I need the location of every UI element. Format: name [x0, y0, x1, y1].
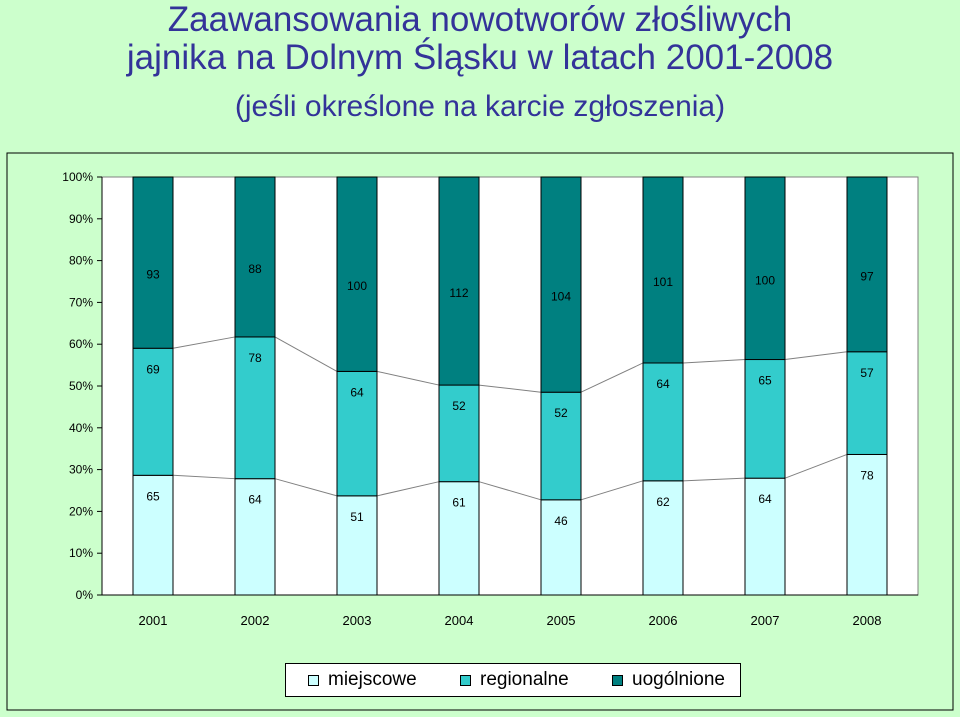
bar-miejscowe-2001: [132, 474, 174, 596]
data-label-regionalne-2004: 52: [452, 399, 466, 413]
y-tick-label: 100%: [62, 170, 93, 184]
bar-miejscowe-2005: [540, 499, 582, 596]
data-label-miejscowe-2002: 64: [248, 493, 262, 507]
bar-regionalne-2001: [132, 347, 174, 476]
bar-regionalne-2008: [846, 351, 888, 455]
x-tick-label: 2006: [649, 613, 678, 628]
x-tick-label: 2004: [445, 613, 474, 628]
bar-uogolnione-2003: [336, 176, 378, 372]
bar-regionalne-2006: [642, 362, 684, 482]
chart-title: Zaawansowania nowotworów złośliwych jajn…: [0, 0, 960, 140]
data-label-regionalne-2006: 64: [656, 377, 670, 391]
x-tick-label: 2005: [547, 613, 576, 628]
data-label-miejscowe-2006: 62: [656, 495, 670, 509]
bar-regionalne-2004: [438, 384, 480, 483]
y-tick-label: 60%: [69, 337, 93, 351]
y-tick-label: 0%: [76, 588, 94, 602]
bar-miejscowe-2008: [846, 453, 888, 596]
series-line-regionalne: [682, 359, 746, 364]
data-label-miejscowe-2003: 51: [350, 510, 364, 524]
series-line-regionalne: [478, 384, 542, 393]
series-line-miejscowe: [172, 474, 236, 480]
bar-uogolnione-2006: [642, 176, 684, 364]
series-line-miejscowe: [682, 477, 746, 482]
bar-uogolnione-2007: [744, 176, 786, 361]
y-tick-label: 80%: [69, 254, 93, 268]
series-line-miejscowe: [376, 481, 440, 497]
data-label-miejscowe-2004: 61: [452, 496, 466, 510]
y-tick-label: 90%: [69, 212, 93, 226]
series-line-regionalne: [784, 351, 848, 361]
data-label-uogolnione-2002: 88: [248, 262, 262, 276]
x-tick-label: 2002: [241, 613, 270, 628]
bar-uogolnione-2004: [438, 176, 480, 386]
data-label-miejscowe-2007: 64: [758, 492, 772, 506]
y-tick-label: 50%: [69, 379, 93, 393]
chart-subtitle: (jeśli określone na karcie zgłoszenia): [234, 90, 726, 123]
y-tick-label: 10%: [69, 546, 93, 560]
data-label-regionalne-2007: 65: [758, 374, 772, 388]
data-label-uogolnione-2004: 112: [449, 286, 468, 300]
x-tick-label: 2003: [343, 613, 372, 628]
series-line-miejscowe: [580, 480, 644, 501]
legend-label-miejscowe: miejscowe: [328, 669, 417, 690]
bar-regionalne-2002: [234, 336, 276, 480]
bar-miejscowe-2004: [438, 481, 480, 596]
series-line-miejscowe: [478, 481, 542, 501]
bar-uogolnione-2005: [540, 176, 582, 393]
data-label-uogolnione-2006: 101: [653, 275, 673, 289]
data-label-uogolnione-2001: 93: [146, 268, 160, 282]
data-label-regionalne-2003: 64: [350, 385, 364, 399]
y-tick-label: 70%: [69, 295, 93, 309]
bar-miejscowe-2003: [336, 495, 378, 596]
bar-regionalne-2003: [336, 370, 378, 497]
x-tick-label: 2007: [751, 613, 780, 628]
data-label-uogolnione-2003: 100: [347, 279, 367, 293]
data-label-regionalne-2002: 78: [248, 351, 262, 365]
data-label-miejscowe-2001: 65: [146, 489, 160, 503]
series-line-regionalne: [172, 336, 236, 349]
bar-regionalne-2007: [744, 359, 786, 479]
data-label-uogolnione-2007: 100: [755, 273, 775, 287]
legend-label-regionalne: regionalne: [480, 669, 569, 690]
legend-swatch-regionalne: [460, 675, 471, 686]
series-line-miejscowe: [274, 478, 338, 497]
data-label-miejscowe-2008: 78: [860, 468, 874, 482]
chart-legend: miejscowe regionalne uogólnione: [285, 663, 741, 697]
bar-uogolnione-2001: [132, 176, 174, 349]
data-label-regionalne-2005: 52: [554, 406, 568, 420]
series-line-regionalne: [376, 370, 440, 386]
x-tick-label: 2001: [139, 613, 168, 628]
x-tick-label: 2008: [853, 613, 882, 628]
bar-regionalne-2005: [540, 391, 582, 501]
bar-uogolnione-2002: [234, 176, 276, 338]
data-label-miejscowe-2005: 46: [554, 514, 568, 528]
chart-area-border: [6, 152, 954, 711]
y-tick-label: 40%: [69, 421, 93, 435]
legend-label-uogolnione: uogólnione: [632, 669, 725, 690]
bar-miejscowe-2006: [642, 480, 684, 596]
data-label-uogolnione-2008: 97: [860, 269, 874, 283]
series-line-regionalne: [580, 362, 644, 393]
data-label-regionalne-2008: 57: [860, 366, 874, 380]
bar-miejscowe-2007: [744, 477, 786, 596]
plot-area: [101, 176, 919, 596]
series-line-regionalne: [274, 336, 338, 372]
chart-title-line-2: jajnika na Dolnym Śląsku w latach 2001-2…: [126, 38, 834, 77]
chart-title-line-1: Zaawansowania nowotworów złośliwych: [167, 0, 793, 39]
data-label-uogolnione-2005: 104: [551, 290, 571, 304]
data-label-regionalne-2001: 69: [146, 362, 160, 376]
legend-swatch-miejscowe: [308, 675, 319, 686]
bar-uogolnione-2008: [846, 176, 888, 353]
legend-swatch-uogolnione: [612, 675, 623, 686]
bar-miejscowe-2002: [234, 478, 276, 596]
y-tick-label: 30%: [69, 463, 93, 477]
series-line-miejscowe: [784, 453, 848, 479]
y-tick-label: 20%: [69, 504, 93, 518]
